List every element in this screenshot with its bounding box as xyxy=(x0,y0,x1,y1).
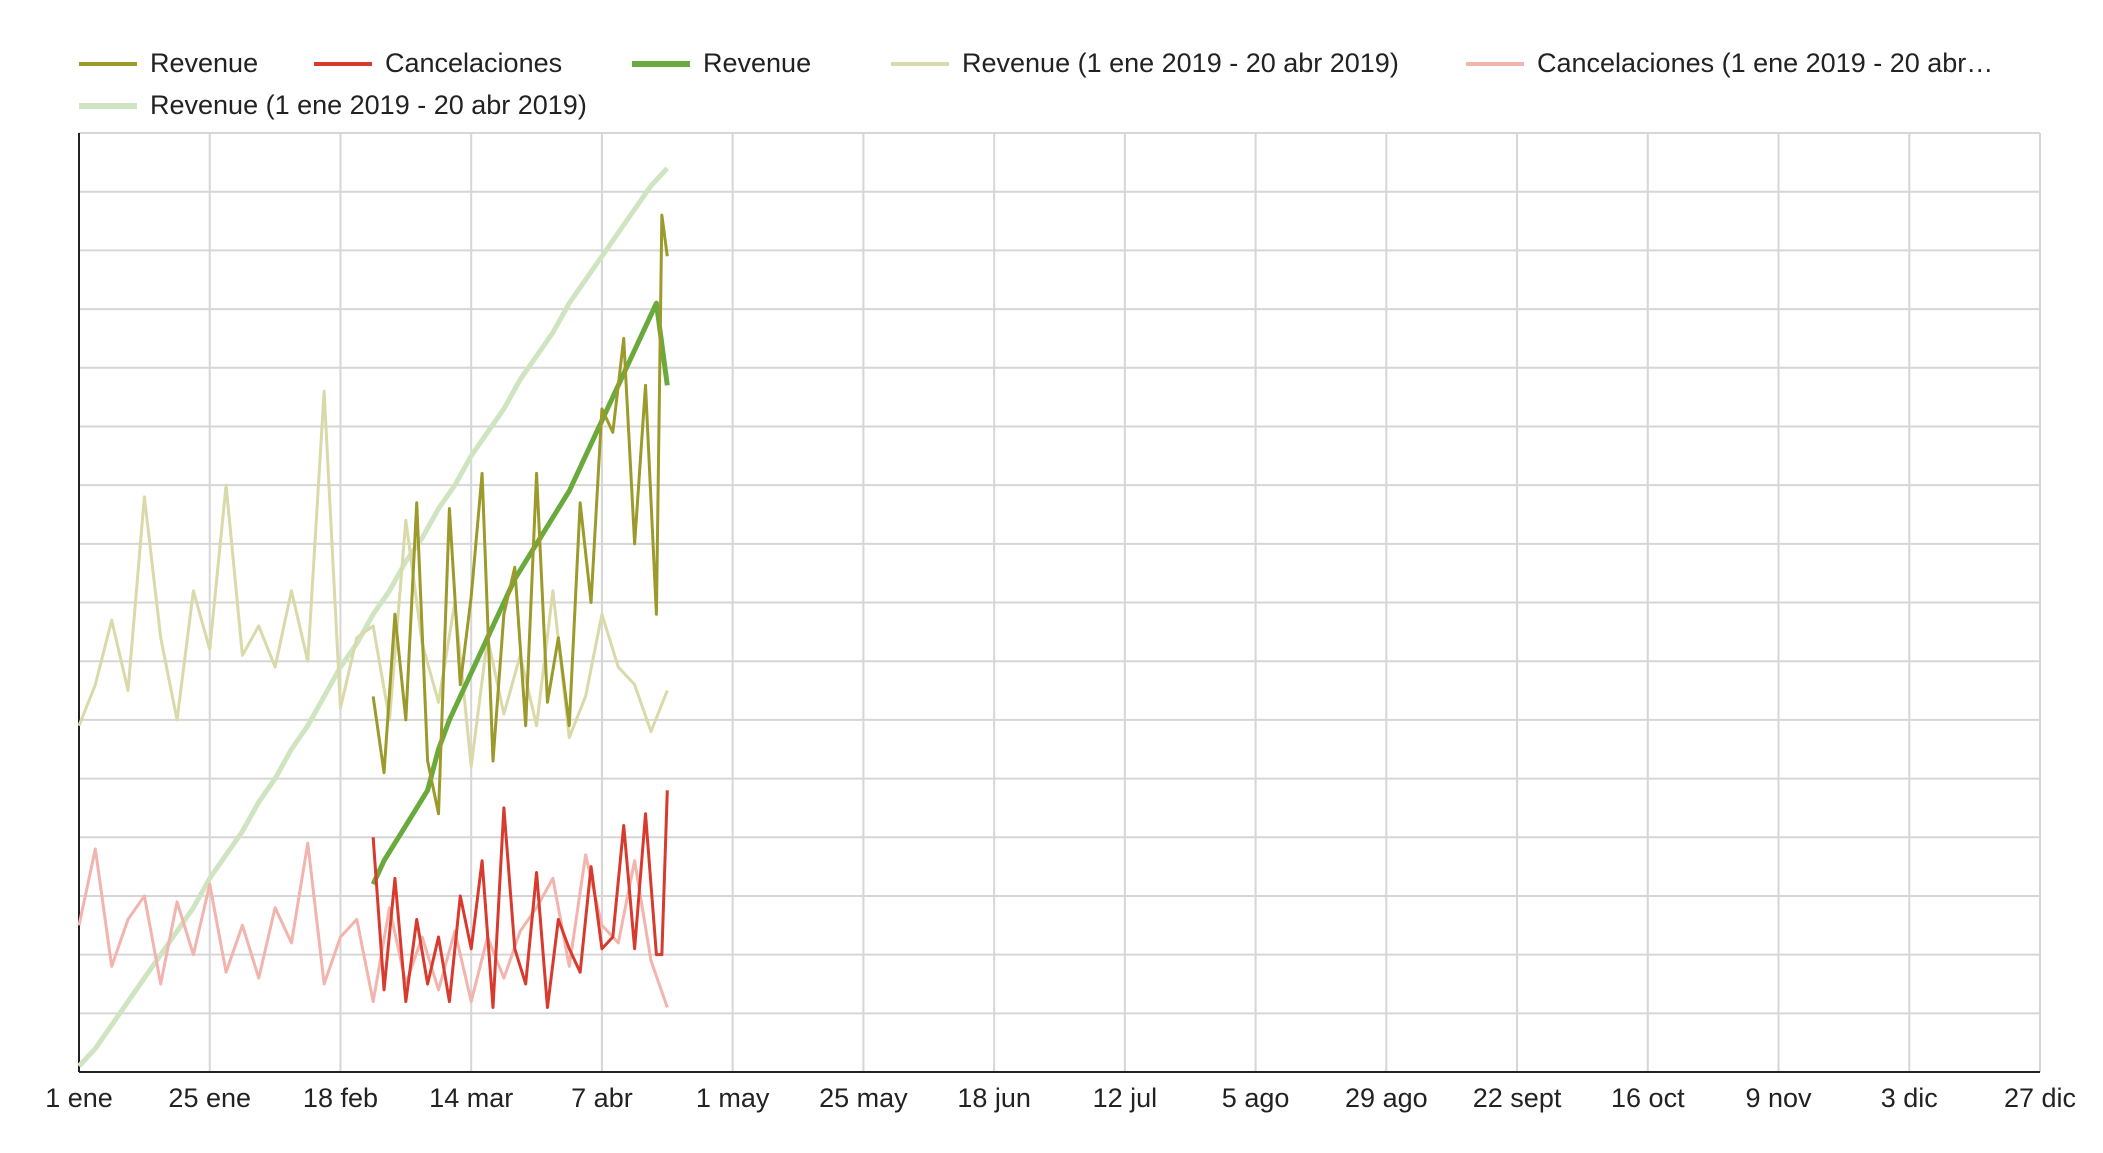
legend-label: Cancelaciones (1 ene 2019 - 20 abr… xyxy=(1537,48,1993,78)
x-tick-label: 25 ene xyxy=(168,1083,251,1113)
series-line xyxy=(371,213,669,816)
x-tick-label: 5 ago xyxy=(1222,1083,1290,1113)
x-tick-label: 27 dic xyxy=(2004,1083,2076,1113)
legend-label: Revenue (1 ene 2019 - 20 abr 2019) xyxy=(962,48,1399,78)
legend-label: Revenue (1 ene 2019 - 20 abr 2019) xyxy=(150,90,587,120)
x-tick-label: 9 nov xyxy=(1746,1083,1813,1113)
legend-label: Cancelaciones xyxy=(385,48,562,78)
x-tick-label: 22 sept xyxy=(1473,1083,1562,1113)
x-tick-label: 1 may xyxy=(696,1083,770,1113)
series-line xyxy=(77,166,670,1068)
x-tick-label: 18 feb xyxy=(303,1083,378,1113)
series-line xyxy=(371,790,669,1009)
x-tick-label: 7 abr xyxy=(571,1083,633,1113)
series-line xyxy=(77,841,669,1008)
series-line xyxy=(370,300,670,886)
x-tick-label: 29 ago xyxy=(1345,1083,1428,1113)
x-tick-label: 18 jun xyxy=(957,1083,1031,1113)
x-tick-label: 14 mar xyxy=(429,1083,513,1113)
series-line xyxy=(77,389,669,769)
x-tick-label: 16 oct xyxy=(1611,1083,1685,1113)
legend-label: Revenue xyxy=(703,48,811,78)
x-tick-label: 12 jul xyxy=(1093,1083,1158,1113)
legend-label: Revenue xyxy=(150,48,258,78)
x-tick-label: 25 may xyxy=(819,1083,908,1113)
x-tick-label: 1 ene xyxy=(45,1083,113,1113)
x-tick-label: 3 dic xyxy=(1881,1083,1938,1113)
